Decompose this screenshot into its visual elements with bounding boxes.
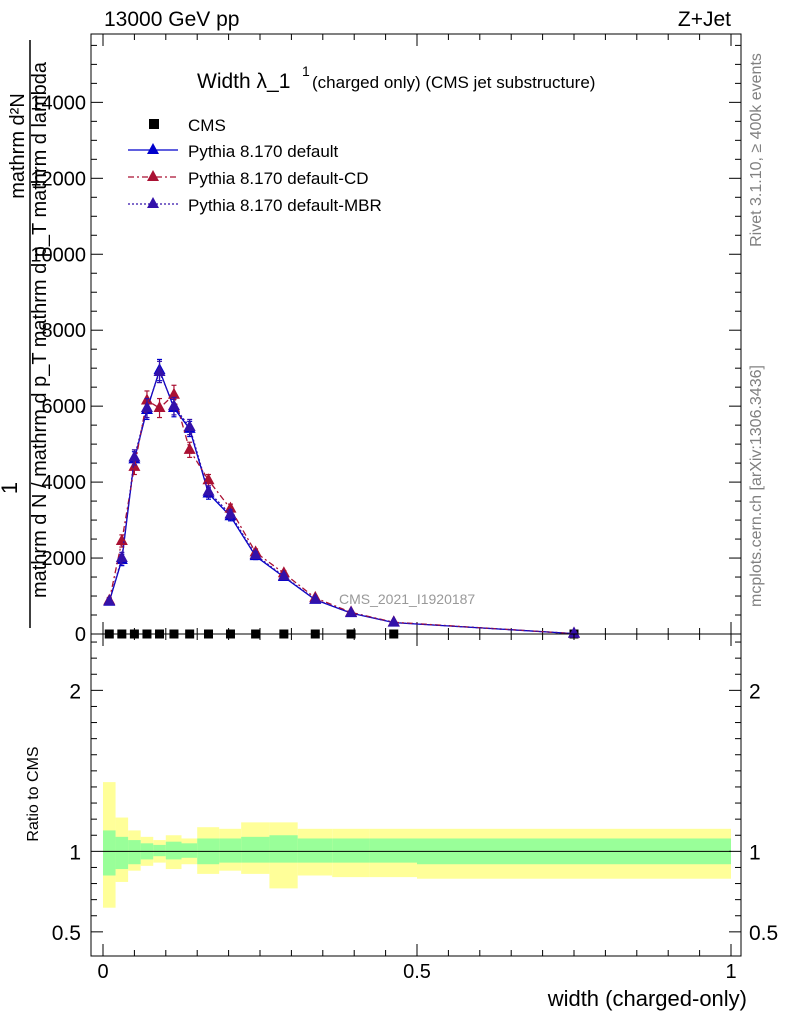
x-tick-label: 0 (97, 961, 108, 983)
legend-marker-cms (149, 119, 159, 129)
ratio-y-tick-label: 0.5 (52, 922, 81, 945)
series-line (108, 393, 575, 635)
ratio-y-tick-label-right: 0.5 (749, 922, 778, 945)
header-left: 13000 GeV pp (104, 8, 239, 31)
data-point-triangle (568, 626, 580, 638)
uncertainty-band-inner (153, 844, 166, 857)
uncertainty-band-inner (332, 838, 370, 863)
legend-marker-triangle (147, 170, 159, 181)
y-tick-label: 0 (75, 624, 86, 646)
series-line (108, 370, 575, 635)
uncertainty-band-inner (219, 838, 242, 863)
legend-marker-triangle (147, 143, 159, 154)
chart-title-main: Width λ_1 (197, 70, 290, 93)
data-point-triangle (153, 364, 166, 376)
y-tick-label: 2000 (42, 548, 87, 570)
ratio-y-label: Ratio to CMS (25, 746, 42, 841)
data-point-triangle (183, 442, 196, 454)
uncertainty-band-inner (269, 835, 298, 863)
x-tick-label: 1 (725, 961, 736, 983)
ylabel-one: 1 (0, 482, 22, 494)
uncertainty-band-inner (103, 830, 116, 876)
uncertainty-band-inner (128, 840, 141, 865)
data-point-triangle (224, 501, 237, 513)
data-point-triangle (309, 592, 322, 604)
chart-title: Width λ_1 1(charged only) (CMS jet substr… (197, 63, 595, 93)
ylabel-numerator: mathrm d²N (7, 93, 29, 199)
y-tick-label: 6000 (42, 396, 87, 418)
ratio-y-tick-label-right: 2 (749, 680, 761, 703)
legend-label: Pythia 8.170 default-MBR (188, 196, 382, 215)
series-3 (103, 360, 580, 638)
ratio-y-tick-label: 2 (69, 680, 81, 703)
chart-title-suffix: (charged only) (CMS jet substructure) (312, 73, 595, 92)
ratio-y-tick-label-right: 1 (749, 841, 761, 864)
x-axis-label: width (charged-only) (547, 986, 747, 1011)
x-tick-label: 0.5 (403, 961, 431, 983)
uncertainty-band-inner (297, 838, 333, 863)
chart-title-sup: 1 (302, 63, 310, 79)
legend-label: Pythia 8.170 default-CD (188, 169, 369, 188)
header-right: Z+Jet (678, 8, 731, 31)
ylabel-denominator: mathrm d N / mathrm d p_T mathrm d p_T m… (29, 61, 51, 598)
data-point-triangle (183, 420, 196, 432)
y-tick-label: 8000 (42, 320, 87, 342)
data-point-triangle (167, 387, 180, 399)
data-point-triangle (128, 450, 141, 462)
data-point-triangle (153, 401, 166, 413)
data-point-triangle (115, 533, 128, 545)
legend-label: CMS (188, 116, 226, 135)
data-point-triangle (345, 605, 358, 617)
ratio-plot-panel: 0.5 0.5 1 1 2 2 0 0.5 1 (52, 633, 778, 983)
ratio-plot-frame (90, 633, 742, 957)
data-point-triangle (115, 551, 128, 563)
data-point-triangle (387, 615, 400, 627)
legend-label: Pythia 8.170 default (188, 142, 339, 161)
data-point-triangle (167, 399, 180, 411)
watermark-label: CMS_2021_I1920187 (339, 591, 475, 607)
data-point-triangle (249, 548, 262, 560)
uncertainty-band-inner (241, 836, 270, 863)
y-tick-label: 12000 (30, 168, 86, 190)
data-point-triangle (277, 569, 290, 581)
data-point-triangle (103, 594, 116, 606)
uncertainty-band-inner (181, 843, 198, 858)
legend-marker-triangle (147, 197, 159, 208)
uncertainty-band-inner (165, 841, 182, 860)
y-tick-label: 4000 (42, 472, 87, 494)
data-point-triangle (202, 473, 215, 485)
main-plot-panel: 0 2000 4000 6000 8000 10000 12000 14000 Width λ_… (30, 33, 742, 646)
data-point-triangle (140, 401, 153, 413)
mcplots-label: mcplots.cern.ch [arXiv:1306.3436] (748, 365, 765, 607)
uncertainty-band-inner (369, 838, 417, 863)
ratio-y-tick-label: 1 (69, 841, 81, 864)
y-tick-label: 14000 (30, 92, 86, 114)
rivet-label: Rivet 3.1.10, ≥ 400k events (748, 53, 765, 247)
data-point-triangle (202, 484, 215, 496)
data-point-triangle (224, 507, 237, 519)
legend: CMS Pythia 8.170 default Pythia 8.170 defa… (128, 116, 382, 215)
y-tick-label: 10000 (30, 244, 86, 266)
uncertainty-band-inner (115, 836, 129, 870)
main-y-axis-label: mathrm d²N 1 mathrm d N / mathrm d p_T m… (0, 40, 51, 628)
